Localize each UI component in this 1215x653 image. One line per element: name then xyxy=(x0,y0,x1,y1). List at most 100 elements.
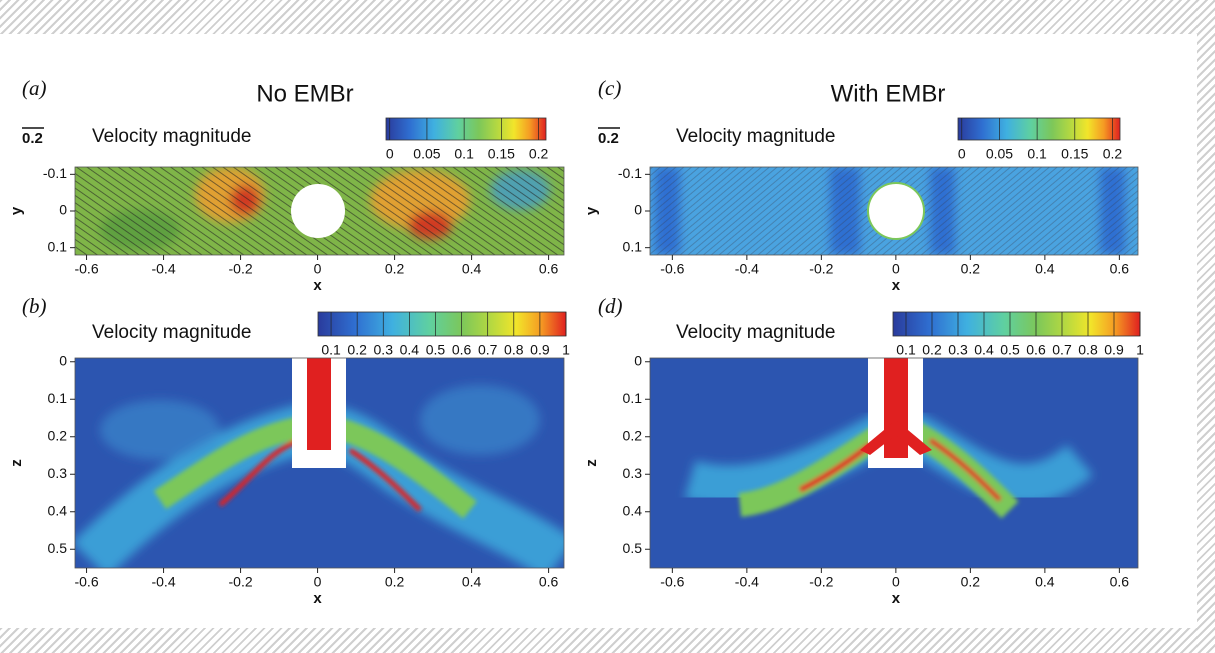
y-axis-label: y xyxy=(8,206,25,215)
panel-label: (a) xyxy=(22,76,47,100)
colorbar-title: Velocity magnitude xyxy=(92,126,252,147)
x-tick-label: 0.2 xyxy=(961,574,981,590)
colorbar-tick-label: 0.4 xyxy=(400,342,420,358)
x-axis-label: x xyxy=(313,590,322,607)
field-d xyxy=(650,358,1138,568)
x-tick-label: -0.2 xyxy=(229,261,253,277)
colorbar-tick-label: 0.1 xyxy=(896,342,916,358)
x-tick-label: 0 xyxy=(892,574,900,590)
y-tick-label: -0.1 xyxy=(43,165,67,181)
colorbar-tick-label: 0.1 xyxy=(321,342,341,358)
panel-title: No EMBr xyxy=(256,80,353,107)
colorbar-tick-label: 0 xyxy=(958,146,966,162)
x-tick-label: 0.2 xyxy=(385,261,405,277)
x-tick-label: -0.6 xyxy=(74,261,98,277)
colorbar-tick-label: 0.15 xyxy=(488,146,515,162)
y-tick-label: 0.5 xyxy=(623,540,643,556)
colorbar-tick-label: 0.1 xyxy=(1027,146,1047,162)
x-tick-label: 0 xyxy=(314,574,322,590)
colorbar-tick-label: 0.8 xyxy=(1078,342,1098,358)
x-tick-label: 0.6 xyxy=(1110,261,1130,277)
y-tick-label: 0 xyxy=(634,352,642,368)
colorbar xyxy=(957,117,1121,141)
x-tick-label: -0.2 xyxy=(229,574,253,590)
panel-label: (b) xyxy=(22,294,47,318)
colorbar-tick-label: 0.9 xyxy=(1104,342,1124,358)
x-tick-label: 0.6 xyxy=(539,261,559,277)
colorbar-tick-label: 0.5 xyxy=(1000,342,1020,358)
x-tick-label: 0.2 xyxy=(385,574,405,590)
colorbar-tick-label: 0.8 xyxy=(504,342,524,358)
y-tick-label: 0.3 xyxy=(48,465,68,481)
plot-frame xyxy=(649,357,1139,569)
colorbar xyxy=(385,117,547,141)
border-right xyxy=(1197,0,1215,653)
colorbar-tick-label: 0.4 xyxy=(974,342,994,358)
x-tick-label: -0.6 xyxy=(660,574,684,590)
border-top xyxy=(0,0,1215,34)
y-tick-label: 0.1 xyxy=(623,238,643,254)
colorbar-tick-label: 0.2 xyxy=(529,146,549,162)
x-tick-label: 0 xyxy=(892,261,900,277)
colorbar-tick-label: 0.7 xyxy=(478,342,498,358)
panel-label: (c) xyxy=(598,76,621,100)
x-tick-label: -0.6 xyxy=(74,574,98,590)
colorbar-tick-label: 0.1 xyxy=(454,146,474,162)
colorbar-tick-label: 0.5 xyxy=(426,342,446,358)
reference-vector: 0.2 xyxy=(22,130,43,147)
y-tick-label: 0.1 xyxy=(48,238,68,254)
y-tick-label: 0 xyxy=(59,202,67,218)
y-tick-label: 0.5 xyxy=(48,540,68,556)
y-tick-label: 0 xyxy=(634,202,642,218)
colorbar-tick-label: 0.3 xyxy=(948,342,968,358)
panel-title: With EMBr xyxy=(831,80,946,107)
x-tick-label: 0.6 xyxy=(1110,574,1130,590)
colorbar-tick-label: 0.9 xyxy=(530,342,550,358)
plot-frame xyxy=(74,357,565,569)
colorbar-title: Velocity magnitude xyxy=(676,126,836,147)
field-c xyxy=(650,167,1138,255)
y-tick-label: 0 xyxy=(59,352,67,368)
x-tick-label: 0.4 xyxy=(1035,574,1055,590)
reference-vector: 0.2 xyxy=(598,130,619,147)
x-tick-label: -0.6 xyxy=(660,261,684,277)
y-axis-label: z xyxy=(8,459,25,467)
x-tick-label: 0.4 xyxy=(462,261,482,277)
x-tick-label: 0.2 xyxy=(961,261,981,277)
panel-label: (d) xyxy=(598,294,623,318)
x-tick-label: -0.4 xyxy=(735,574,759,590)
y-tick-label: 0.2 xyxy=(48,427,68,443)
x-axis-label: x xyxy=(313,277,322,294)
colorbar-tick-label: 0.2 xyxy=(922,342,942,358)
x-tick-label: 0.6 xyxy=(539,574,559,590)
field-b xyxy=(75,358,564,568)
x-tick-label: 0 xyxy=(314,261,322,277)
x-tick-label: -0.4 xyxy=(151,574,175,590)
colorbar-title: Velocity magnitude xyxy=(676,322,836,343)
colorbar-tick-label: 0.05 xyxy=(413,146,440,162)
y-axis-label: y xyxy=(583,206,600,215)
colorbar-tick-label: 0.2 xyxy=(1103,146,1123,162)
colorbar-tick-label: 0.6 xyxy=(1026,342,1046,358)
y-tick-label: -0.1 xyxy=(618,165,642,181)
x-tick-label: -0.4 xyxy=(151,261,175,277)
y-tick-label: 0.2 xyxy=(623,427,643,443)
y-tick-label: 0.1 xyxy=(623,390,643,406)
colorbar-tick-label: 1 xyxy=(1136,342,1144,358)
colorbar-tick-label: 0 xyxy=(386,146,394,162)
colorbar-tick-label: 0.7 xyxy=(1052,342,1072,358)
colorbar-tick-label: 0.15 xyxy=(1061,146,1088,162)
colorbar-tick-label: 0.2 xyxy=(347,342,367,358)
y-tick-label: 0.4 xyxy=(48,502,68,518)
y-tick-label: 0.3 xyxy=(623,465,643,481)
x-tick-label: -0.4 xyxy=(735,261,759,277)
y-tick-label: 0.1 xyxy=(48,390,68,406)
x-axis-label: x xyxy=(892,277,901,294)
colorbar-tick-label: 1 xyxy=(562,342,570,358)
x-axis-label: x xyxy=(892,590,901,607)
x-tick-label: 0.4 xyxy=(462,574,482,590)
colorbar xyxy=(892,311,1141,337)
x-tick-label: -0.2 xyxy=(809,574,833,590)
